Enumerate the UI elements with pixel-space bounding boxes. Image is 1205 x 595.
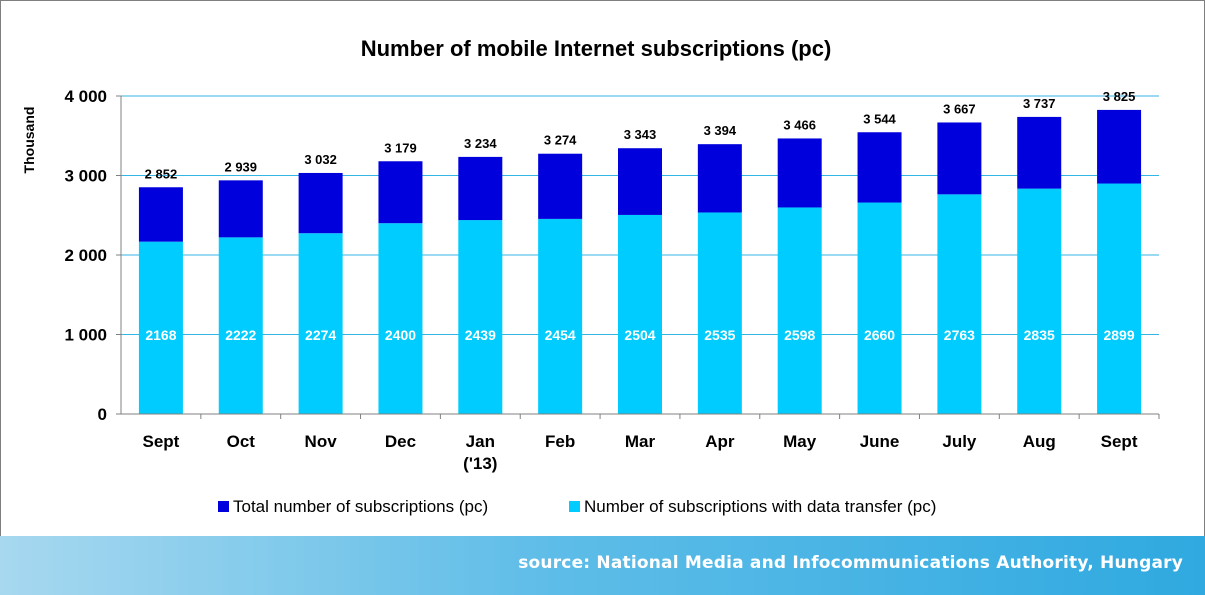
x-tick-label: Sept — [1101, 432, 1138, 451]
x-tick-label: Sept — [143, 432, 180, 451]
data-label-data-transfer: 2274 — [305, 327, 336, 343]
x-tick-label: ('13) — [463, 454, 497, 473]
x-tick-label: July — [942, 432, 977, 451]
bar-total-remainder — [298, 172, 343, 234]
data-label-data-transfer: 2835 — [1024, 327, 1055, 343]
data-label-total: 3 234 — [464, 136, 497, 151]
data-label-total: 2 939 — [224, 159, 257, 174]
legend-label: Number of subscriptions with data transf… — [584, 497, 936, 516]
data-label-total: 3 466 — [783, 117, 816, 132]
bar-total-remainder — [218, 180, 263, 238]
x-tick-label: Apr — [705, 432, 735, 451]
bar-total-remainder — [458, 156, 503, 221]
bar-total-remainder — [138, 187, 183, 242]
x-tick-label: Feb — [545, 432, 575, 451]
data-label-total: 3 343 — [624, 127, 657, 142]
x-tick-label: June — [860, 432, 900, 451]
y-tick-label: 2 000 — [64, 246, 107, 265]
data-label-data-transfer: 2168 — [145, 327, 176, 343]
y-tick-label: 0 — [98, 405, 107, 424]
source-banner: source: National Media and Infocommunica… — [0, 536, 1205, 595]
y-axis-label: Thousand — [21, 107, 37, 174]
bar-total-remainder — [378, 161, 423, 224]
legend: Total number of subscriptions (pc) Number… — [218, 497, 936, 516]
legend-label: Total number of subscriptions (pc) — [233, 497, 488, 516]
legend-swatch — [569, 501, 580, 512]
data-label-total: 3 179 — [384, 140, 417, 155]
source-text: source: National Media and Infocommunica… — [518, 553, 1183, 573]
bar-total-remainder — [937, 122, 982, 195]
data-label-total: 2 852 — [145, 166, 178, 181]
data-label-total: 3 274 — [544, 133, 577, 148]
x-tick-label: May — [783, 432, 817, 451]
bar-data-transfer — [298, 233, 343, 414]
bar-data-transfer — [777, 207, 822, 414]
data-label-data-transfer: 2504 — [624, 327, 655, 343]
data-label-total: 3 825 — [1103, 89, 1136, 104]
y-tick-label: 1 000 — [64, 326, 107, 345]
chart-frame — [0, 0, 1205, 537]
bar-data-transfer — [1097, 183, 1142, 414]
x-tick-label: Mar — [625, 432, 656, 451]
x-tick-label: Dec — [385, 432, 416, 451]
bar-data-transfer — [378, 223, 423, 414]
bar-data-transfer — [857, 202, 902, 414]
bar-data-transfer — [218, 237, 263, 414]
bar-data-transfer — [138, 241, 183, 414]
data-label-data-transfer: 2454 — [545, 327, 576, 343]
bar-total-remainder — [777, 138, 822, 208]
data-label-data-transfer: 2598 — [784, 327, 815, 343]
legend-swatch — [218, 501, 229, 512]
data-label-data-transfer: 2400 — [385, 327, 416, 343]
x-tick-label: Oct — [227, 432, 256, 451]
data-label-data-transfer: 2439 — [465, 327, 496, 343]
bar-data-transfer — [697, 212, 742, 414]
bar-data-transfer — [618, 214, 662, 414]
bar-total-remainder — [538, 153, 583, 219]
data-label-total: 3 394 — [704, 123, 737, 138]
bar-chart: Number of mobile Internet subscriptions … — [21, 36, 1160, 516]
bar-data-transfer — [937, 194, 982, 414]
data-label-data-transfer: 2763 — [944, 327, 975, 343]
y-tick-label: 3 000 — [64, 167, 107, 186]
bar-total-remainder — [1017, 116, 1062, 189]
axes: 0 1 000 2 000 3 000 4 000 Sept Oct Nov Dec Jan ('1… — [64, 87, 1160, 473]
bar-total-remainder — [618, 148, 662, 215]
chart-title: Number of mobile Internet subscriptions … — [361, 36, 832, 61]
bars: 2168 2 852 2222 2 939 2274 3 032 2400 3 179 2439… — [138, 89, 1142, 414]
data-label-data-transfer: 2222 — [225, 327, 256, 343]
bar-total-remainder — [857, 132, 902, 203]
data-label-total: 3 737 — [1023, 96, 1056, 111]
bar-data-transfer — [1017, 188, 1062, 414]
data-label-data-transfer: 2535 — [704, 327, 735, 343]
bar-data-transfer — [538, 218, 583, 414]
bar-data-transfer — [458, 220, 503, 414]
bar-total-remainder — [697, 144, 742, 213]
data-label-total: 3 667 — [943, 101, 976, 116]
bar-total-remainder — [1097, 109, 1142, 184]
y-tick-label: 4 000 — [64, 87, 107, 106]
data-label-data-transfer: 2899 — [1103, 327, 1134, 343]
data-label-total: 3 544 — [863, 111, 896, 126]
data-label-data-transfer: 2660 — [864, 327, 895, 343]
x-tick-label: Aug — [1023, 432, 1056, 451]
data-label-total: 3 032 — [304, 152, 337, 167]
x-tick-label: Jan — [466, 432, 495, 451]
x-tick-label: Nov — [305, 432, 338, 451]
